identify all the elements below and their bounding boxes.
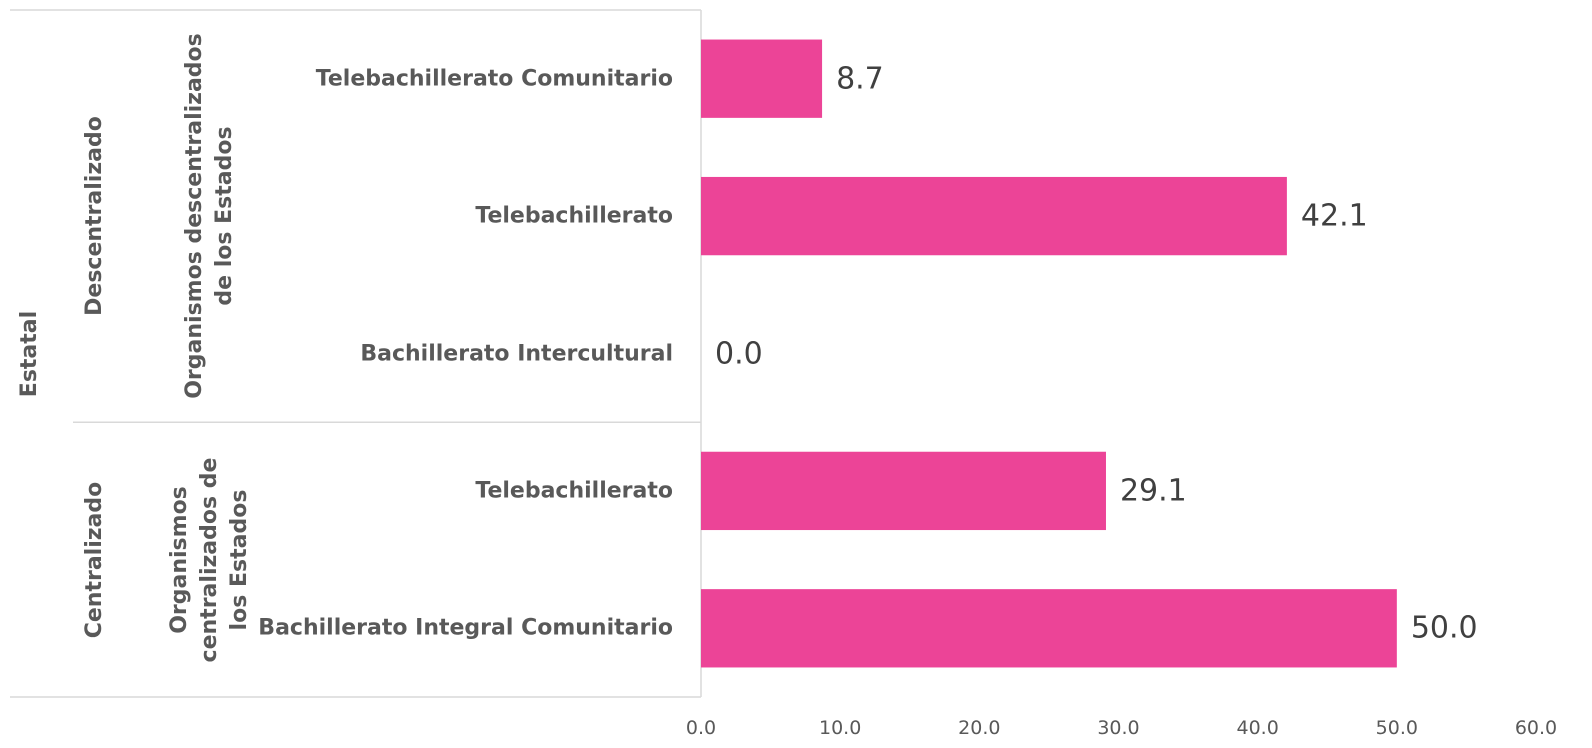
value-label: 29.1	[1119, 473, 1187, 509]
category-label: Bachillerato Integral Comunitario	[258, 615, 673, 641]
x-tick-label: 20.0	[958, 717, 1001, 739]
x-tick-label: 50.0	[1375, 717, 1418, 739]
x-tick-label: 40.0	[1236, 717, 1279, 739]
category-label: Telebachillerato	[475, 478, 673, 504]
category-label: Bachillerato Intercultural	[360, 341, 673, 366]
group-label: Descentralizado	[82, 116, 107, 316]
x-tick-label: 0.0	[685, 717, 717, 739]
group-label: Organismos centralizados de los Estados	[167, 457, 252, 663]
bar	[701, 451, 1106, 531]
value-label: 42.1	[1300, 198, 1368, 234]
category-label: Telebachillerato	[475, 203, 673, 229]
x-tick-label: 30.0	[1097, 717, 1140, 739]
x-tick-label: 10.0	[819, 717, 862, 739]
x-tick-label: 60.0	[1514, 717, 1558, 739]
group-label: Estatal	[17, 310, 42, 397]
value-label: 50.0	[1410, 610, 1478, 646]
value-label: 0.0	[715, 336, 763, 371]
category-label: Telebachillerato Comunitario	[315, 66, 673, 92]
bar	[701, 39, 823, 118]
group-label: Organismos descentralizados de los Estad…	[182, 33, 237, 399]
bar	[701, 589, 1397, 668]
bar	[701, 176, 1287, 256]
group-label: Centralizado	[82, 481, 107, 638]
value-label: 8.7	[836, 61, 884, 97]
